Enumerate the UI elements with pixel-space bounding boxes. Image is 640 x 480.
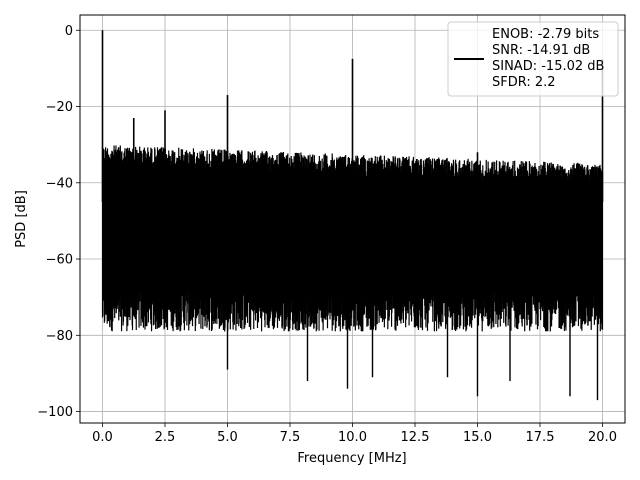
- psd-trace: [101, 30, 604, 401]
- y-tick-label: −40: [46, 176, 73, 191]
- y-axis-title: PSD [dB]: [14, 190, 29, 248]
- x-axis: 0.0 2.5 5.0 7.5 10.0 12.5 15.0 17.5 20.0: [92, 423, 617, 445]
- legend-line-snr: SNR: -14.91 dB: [492, 43, 590, 58]
- x-axis-title: Frequency [MHz]: [297, 451, 406, 466]
- y-tick-label: 0: [65, 24, 73, 39]
- x-tick-label: 20.0: [588, 430, 617, 445]
- x-tick-label: 15.0: [463, 430, 492, 445]
- x-tick-label: 2.5: [155, 430, 176, 445]
- legend-line-enob: ENOB: -2.79 bits: [492, 27, 599, 42]
- y-tick-label: −100: [37, 405, 73, 420]
- legend: ENOB: -2.79 bits SNR: -14.91 dB SINAD: -…: [447, 21, 619, 97]
- x-tick-label: 10.0: [338, 430, 367, 445]
- x-tick-label: 7.5: [280, 430, 301, 445]
- x-tick-label: 0.0: [92, 430, 113, 445]
- legend-box: [447, 21, 619, 97]
- x-tick-label: 17.5: [526, 430, 555, 445]
- y-tick-label: −20: [46, 100, 73, 115]
- y-tick-label: −80: [46, 329, 73, 344]
- legend-line-sfdr: SFDR: 2.2: [492, 75, 556, 90]
- x-tick-label: 12.5: [401, 430, 430, 445]
- noise-floor: [101, 145, 604, 332]
- y-tick-label: −60: [46, 253, 73, 268]
- legend-line-sinad: SINAD: -15.02 dB: [492, 59, 604, 74]
- x-tick-label: 5.0: [217, 430, 238, 445]
- y-axis: 0 −20 −40 −60 −80 −100: [37, 24, 80, 420]
